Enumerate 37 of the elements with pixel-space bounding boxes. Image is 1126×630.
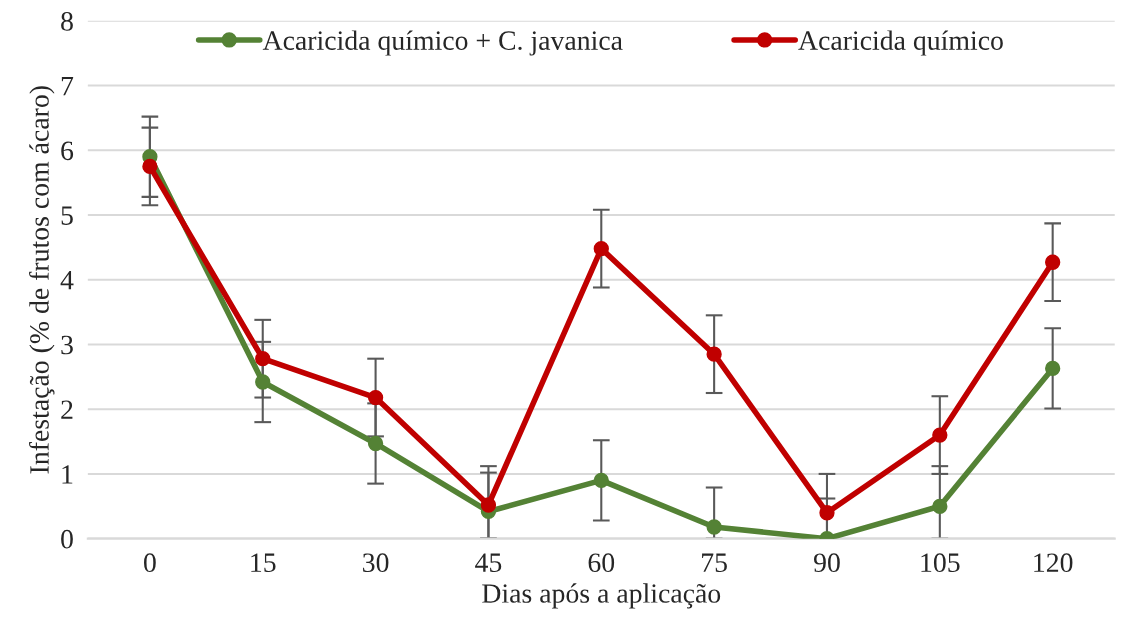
point [593,241,609,257]
x-tick-label: 60 [588,553,615,573]
y-tick-label: 4 [60,271,74,290]
y-tick-label: 3 [61,335,73,355]
x-tick-label: 30 [363,553,389,573]
y-tick-label: 2 [61,400,73,419]
point [255,351,271,367]
legend-label: Acaricida químico + C. javanica [262,30,623,56]
point [367,389,384,406]
legend-label: Acaricida químico [798,30,1003,56]
x-tick-label: 0 [144,553,156,573]
point [932,427,948,443]
y-tick-label: 1 [62,465,73,484]
point [1045,360,1061,377]
y-axis-title: Infestação (% de frutos com ácaro) [29,86,55,474]
point [706,346,722,362]
point [1045,254,1061,270]
x-tick-label: 105 [921,553,960,573]
y-tick-label: 0 [61,529,73,549]
point [819,505,835,521]
point [367,435,384,452]
x-tick-label: 90 [813,553,840,573]
point [706,519,722,535]
x-tick-label: 45 [475,553,502,573]
point [932,498,948,514]
point [142,158,158,175]
x-tick-label: 15 [251,553,276,573]
y-tick-label: 8 [61,11,73,31]
y-tick-label: 7 [61,76,74,96]
y-tick-label: 5 [61,206,73,225]
x-tick-label: 75 [702,553,727,573]
y-tick-label: 6 [61,141,74,161]
point [593,472,609,489]
x-axis-title: Dias após a aplicação [482,583,721,609]
point [480,497,497,513]
point [255,374,271,390]
x-tick-label: 120 [1034,553,1073,573]
